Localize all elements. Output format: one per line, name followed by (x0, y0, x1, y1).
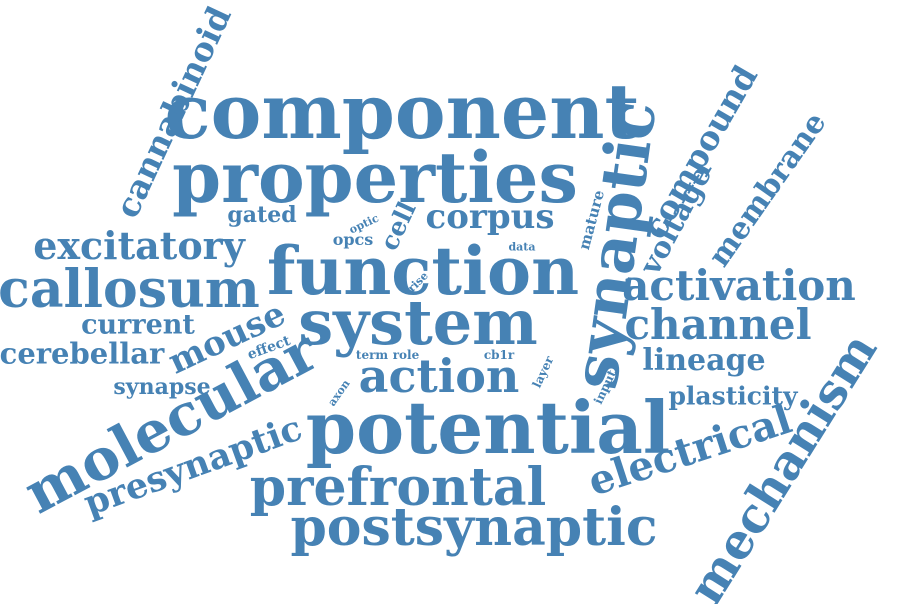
word-component: component (164, 67, 640, 156)
word-plasticity: plasticity (668, 381, 798, 411)
word-action: action (358, 349, 520, 403)
word-system: system (298, 286, 538, 359)
word-channel: channel (624, 300, 812, 349)
word-gated: gated (227, 202, 297, 228)
word-data: data (508, 240, 536, 254)
word-synapse: synapse (113, 374, 211, 400)
word-role: role (392, 348, 420, 362)
word-cb1r: cb1r (483, 348, 515, 362)
word-opcs: opcs (332, 230, 374, 249)
word-corpus: corpus (425, 197, 555, 237)
word-activation: activation (622, 261, 856, 310)
word-properties: properties (172, 136, 578, 219)
word-potential: potential (305, 385, 671, 470)
word-excitatory: excitatory (33, 223, 245, 268)
word-term: term (355, 348, 389, 362)
word-lineage: lineage (642, 343, 766, 378)
word-prefrontal: prefrontal (249, 457, 547, 518)
word-cerebellar: cerebellar (0, 336, 165, 371)
word-current: current (81, 309, 195, 341)
word-function: function (266, 232, 580, 310)
word-callosum: callosum (0, 259, 260, 320)
word-postsynaptic: postsynaptic (290, 497, 658, 558)
